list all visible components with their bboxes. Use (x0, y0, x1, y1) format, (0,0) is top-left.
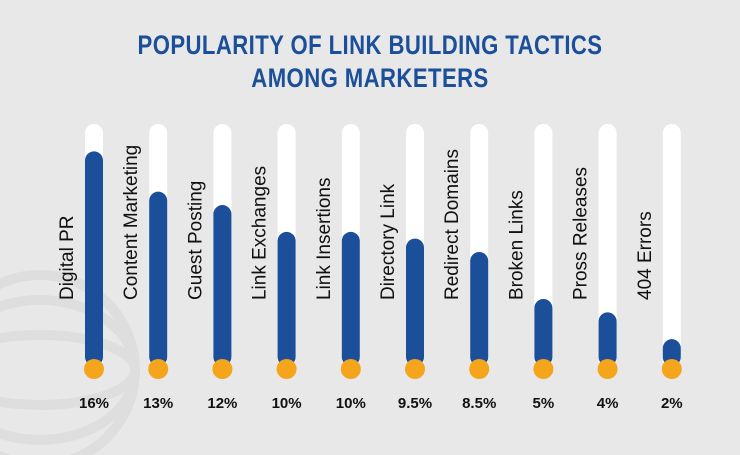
bar-bulb (597, 359, 618, 379)
bar (598, 312, 617, 366)
bar (149, 191, 168, 366)
background-globe-watermark (0, 270, 140, 455)
bar-bulb (212, 359, 233, 379)
bar (470, 252, 489, 366)
bar (662, 339, 681, 366)
bar (341, 231, 360, 366)
bar (534, 298, 553, 366)
bar-track (662, 124, 681, 368)
value-label: 4% (597, 395, 619, 412)
value-label: 5% (533, 395, 555, 412)
category-label: Pross Releases (571, 167, 592, 300)
value-label: 10% (336, 395, 366, 412)
bar-track (598, 124, 617, 368)
value-label: 12% (207, 395, 237, 412)
category-label: Link Exchanges (250, 166, 271, 300)
category-label: Redirect Domains (442, 149, 463, 300)
bar-bulb (84, 359, 104, 379)
bar-bulb (533, 359, 554, 379)
bar-bulb (276, 359, 297, 379)
bar-bulb (148, 359, 169, 379)
value-label: 10% (272, 395, 302, 412)
bar-bulb (469, 359, 490, 379)
chart-title-line-2: AMONG MARKETERS (251, 63, 489, 93)
value-label: 13% (143, 395, 173, 412)
value-label: 8.5% (462, 395, 496, 412)
category-label: Link Insertions (314, 177, 335, 300)
bar-bulb (405, 359, 425, 379)
category-label: Broken Links (506, 190, 527, 300)
value-label: 9.5% (398, 395, 432, 412)
category-label: 404 Errors (635, 211, 656, 300)
bar-bulb (340, 359, 361, 379)
category-label: Content Marketing (121, 145, 142, 300)
bar (85, 151, 103, 366)
chart-title-line-1: POPULARITY OF LINK BUILDING TACTICS (137, 30, 603, 60)
value-label: 2% (661, 395, 683, 412)
value-label: 16% (79, 395, 109, 412)
category-label: Directory Link (378, 183, 399, 300)
category-label: Guest Posting (185, 181, 206, 300)
bar (213, 205, 232, 366)
bar (277, 231, 296, 366)
bars-group: Digital PR 16% Content Marketing 13% Guest P… (57, 124, 683, 412)
bar-bulb (661, 359, 682, 379)
category-label: Digital PR (57, 216, 78, 300)
bar (406, 238, 424, 366)
